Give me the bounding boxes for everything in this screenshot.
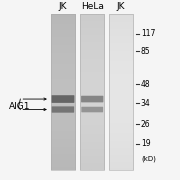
FancyBboxPatch shape [51,106,74,113]
FancyBboxPatch shape [81,107,103,112]
Text: 26: 26 [141,120,150,129]
Text: 19: 19 [141,139,150,148]
FancyBboxPatch shape [51,95,74,103]
Bar [51,14,75,170]
Bar [109,14,133,170]
Text: 117: 117 [141,29,155,38]
Text: AIG1: AIG1 [9,102,30,111]
Bar [80,14,104,170]
Text: HeLa: HeLa [81,2,104,11]
Text: 34: 34 [141,99,151,108]
Text: 48: 48 [141,80,150,89]
Text: (kD): (kD) [141,156,156,163]
Text: 85: 85 [141,47,150,56]
FancyBboxPatch shape [81,96,103,102]
Text: JK: JK [58,2,67,11]
Text: JK: JK [117,2,125,11]
